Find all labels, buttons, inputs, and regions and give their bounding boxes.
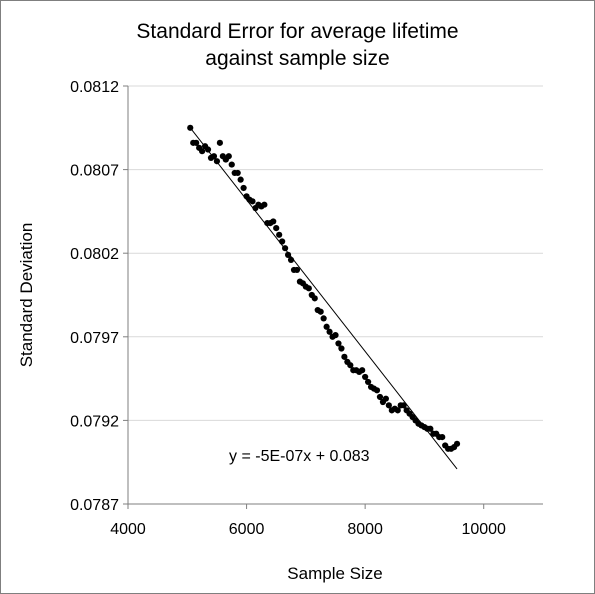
data-point <box>394 407 401 414</box>
data-point <box>293 266 301 274</box>
data-point <box>249 198 256 205</box>
data-point <box>323 323 330 330</box>
data-point <box>282 245 289 252</box>
data-point <box>279 238 286 245</box>
trendline-equation: y = -5E-07x + 0.083 <box>229 448 370 465</box>
data-point <box>439 434 446 441</box>
data-point <box>359 367 366 374</box>
data-point <box>225 153 232 160</box>
data-point <box>382 395 389 402</box>
gridlines <box>128 85 543 421</box>
data-point <box>213 158 221 165</box>
axis-labels: Sample Size Standard Deviation y = -5E-0… <box>17 79 506 583</box>
chart-title-line-1: Standard Error for average lifetime <box>136 20 459 43</box>
x-axis-title: Sample Size <box>287 564 382 583</box>
data-point <box>365 378 372 386</box>
data-point <box>338 345 345 352</box>
trendline <box>189 127 458 470</box>
data-point <box>320 315 327 322</box>
data-point <box>216 139 223 146</box>
data-point <box>453 440 461 447</box>
y-tick-label: 0.0787 <box>70 497 119 514</box>
data-point <box>317 308 324 315</box>
data-point <box>276 231 283 238</box>
axes <box>123 85 543 509</box>
data-point <box>273 225 280 232</box>
y-tick-label: 0.0812 <box>70 79 119 96</box>
data-point <box>187 124 194 131</box>
data-point <box>199 148 206 155</box>
x-tick-label: 4000 <box>110 521 146 538</box>
data-point <box>326 328 333 335</box>
chart-title: Standard Error for average lifetime agai… <box>0 18 595 72</box>
x-tick-label: 8000 <box>347 521 383 538</box>
y-tick-label: 0.0797 <box>70 330 119 347</box>
data-point <box>261 201 268 208</box>
data-point <box>204 146 212 153</box>
data-point <box>240 184 247 192</box>
y-tick-label: 0.0802 <box>70 246 119 263</box>
y-tick-label: 0.0792 <box>70 413 119 430</box>
x-tick-label: 10000 <box>461 521 506 538</box>
data-point <box>305 285 312 292</box>
chart-title-line-2: against sample size <box>205 47 390 70</box>
data-point <box>193 139 200 146</box>
data-point <box>332 332 339 339</box>
data-point <box>210 153 218 160</box>
data-point <box>362 373 369 381</box>
trendline-group <box>189 127 458 470</box>
data-point <box>335 340 342 347</box>
data-point <box>347 362 354 369</box>
x-tick-label: 6000 <box>229 521 265 538</box>
data-point <box>234 169 241 177</box>
data-point <box>373 387 381 394</box>
data-point <box>400 402 407 409</box>
data-point <box>287 256 295 263</box>
data-point <box>284 251 292 258</box>
data-points <box>187 124 461 452</box>
y-axis-title: Standard Deviation <box>17 223 36 368</box>
data-point <box>270 218 277 225</box>
data-point <box>376 393 384 401</box>
y-tick-label: 0.0807 <box>70 163 119 180</box>
data-point <box>341 353 348 360</box>
data-point <box>427 425 434 432</box>
data-point <box>311 295 318 302</box>
data-point <box>228 161 235 168</box>
data-point <box>237 176 244 183</box>
data-point <box>385 402 392 409</box>
